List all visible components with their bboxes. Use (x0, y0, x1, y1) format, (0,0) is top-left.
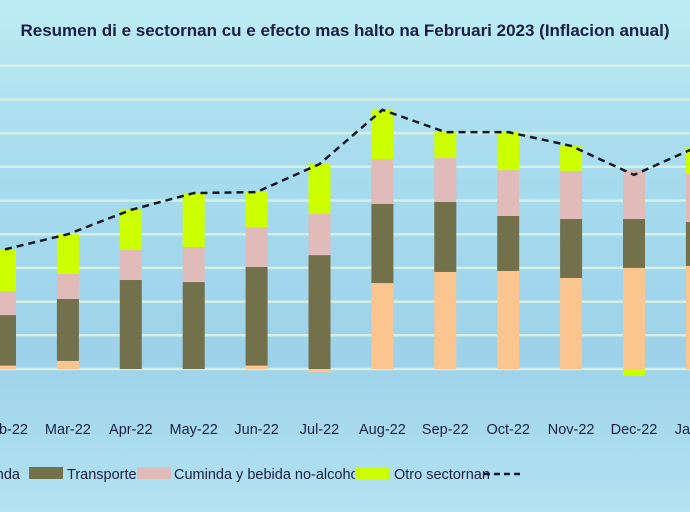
legend-label: Otro sectornan (394, 467, 490, 483)
bar-segment-vivienda-jun-22 (245, 365, 268, 369)
bar-segment-transporte-may-22 (182, 282, 205, 369)
legend-swatch (137, 467, 171, 479)
legend: Vivienda Transporte Cuminda y bebida no-al… (0, 467, 520, 483)
bar-segment-cuminda-y-bebida-no-alcoholico-jun-22 (245, 227, 268, 267)
x-tick-label: Jan-23 (675, 422, 690, 438)
bar-segment-transporte-sep-22 (434, 201, 457, 272)
bar-segment-otro-sectornan-nov-22 (560, 145, 583, 171)
bar-segment-otro-sectornan-mar-22 (56, 234, 79, 274)
bar-segment-cuminda-y-bebida-no-alcoholico-apr-22 (119, 250, 142, 281)
bar-segment-transporte-mar-22 (56, 298, 79, 361)
x-tick-label: Nov-22 (548, 422, 595, 438)
bar-segment-vivienda-jul-22 (308, 369, 331, 373)
bar-segment-vivienda-nov-22 (560, 278, 583, 369)
bar-segment-cuminda-y-bebida-no-alcoholico-may-22 (182, 247, 205, 283)
bar-segment-cuminda-y-bebida-no-alcoholico-jan-23 (685, 173, 690, 223)
bar-segment-cuminda-y-bebida-no-alcoholico-nov-22 (560, 170, 583, 220)
bar-segment-otro-sectornan-feb-22 (0, 249, 16, 292)
legend-swatch (29, 467, 63, 479)
total-line (4, 108, 690, 251)
x-tick-label: Apr-22 (109, 422, 153, 438)
bar-segment-cuminda-y-bebida-no-alcoholico-jul-22 (308, 213, 331, 256)
legend-label: Vivienda (0, 467, 21, 483)
bar-segment-transporte-jul-22 (308, 255, 331, 369)
bar-segment-otro-sectornan-oct-22 (497, 132, 520, 171)
chart-title: Resumen di e sectornan cu e efecto mas h… (20, 21, 669, 40)
bar-segment-otro-sectornan-may-22 (182, 193, 205, 248)
bar-segment-transporte-jun-22 (245, 266, 268, 366)
bar-segment-vivienda-dec-22 (623, 267, 645, 369)
total-inflation-line (4, 108, 690, 251)
legend-swatch (355, 467, 389, 479)
x-tick-label: Jul-22 (300, 422, 340, 438)
bar-segment-vivienda-mar-22 (56, 360, 79, 369)
x-tick-label: May-22 (170, 422, 218, 438)
bar-segment-vivienda-sep-22 (434, 271, 457, 369)
bar-segment-otro-sectornan-jun-22 (245, 192, 268, 228)
bar-segment-cuminda-y-bebida-no-alcoholico-oct-22 (497, 170, 520, 217)
x-tick-label: Feb-22 (0, 422, 28, 438)
x-tick-label: Aug-22 (359, 422, 406, 438)
bar-segment-vivienda-jan-23 (685, 265, 690, 369)
bar-segment-cuminda-y-bebida-no-alcoholico-sep-22 (434, 158, 457, 202)
legend-label: Transporte (67, 467, 137, 483)
x-tick-label: Dec-22 (611, 422, 658, 438)
x-tick-label: Mar-22 (45, 422, 91, 438)
bar-segment-transporte-apr-22 (119, 280, 142, 369)
bar-segment-transporte-feb-22 (0, 315, 16, 366)
bar-segment-transporte-dec-22 (623, 219, 645, 268)
bar-segment-otro-sectornan-dec-22 (623, 369, 645, 376)
x-tick-label: Oct-22 (486, 422, 530, 438)
x-axis-labels: Feb-22 Mar-22 Apr-22 May-22 Jun-22 Jul-22 Aug-… (0, 422, 690, 438)
bar-segment-vivienda-oct-22 (497, 270, 520, 369)
bar-segment-cuminda-y-bebida-no-alcoholico-dec-22 (623, 170, 645, 220)
bar-segment-cuminda-y-bebida-no-alcoholico-feb-22 (0, 291, 16, 316)
bar-segment-cuminda-y-bebida-no-alcoholico-mar-22 (56, 273, 79, 299)
bar-segment-otro-sectornan-jan-23 (685, 146, 690, 174)
bar-segment-transporte-nov-22 (560, 219, 583, 279)
bar-segment-otro-sectornan-jul-22 (308, 164, 331, 214)
legend-label: Cuminda y bebida no-alcoholico (174, 467, 380, 483)
x-tick-label: Sep-22 (422, 422, 469, 438)
x-tick-label: Jun-22 (234, 422, 278, 438)
bar-segment-vivienda-aug-22 (371, 283, 394, 369)
bar-segment-transporte-oct-22 (497, 216, 520, 271)
bar-segment-otro-sectornan-sep-22 (434, 132, 457, 159)
bar-segment-otro-sectornan-aug-22 (371, 109, 394, 160)
bar-segment-otro-sectornan-apr-22 (119, 209, 142, 251)
bar-segment-cuminda-y-bebida-no-alcoholico-aug-22 (371, 159, 394, 204)
bars (0, 109, 690, 376)
bar-segment-transporte-jan-23 (685, 222, 690, 266)
bar-segment-vivienda-feb-22 (0, 365, 16, 369)
bar-segment-transporte-aug-22 (371, 203, 394, 284)
